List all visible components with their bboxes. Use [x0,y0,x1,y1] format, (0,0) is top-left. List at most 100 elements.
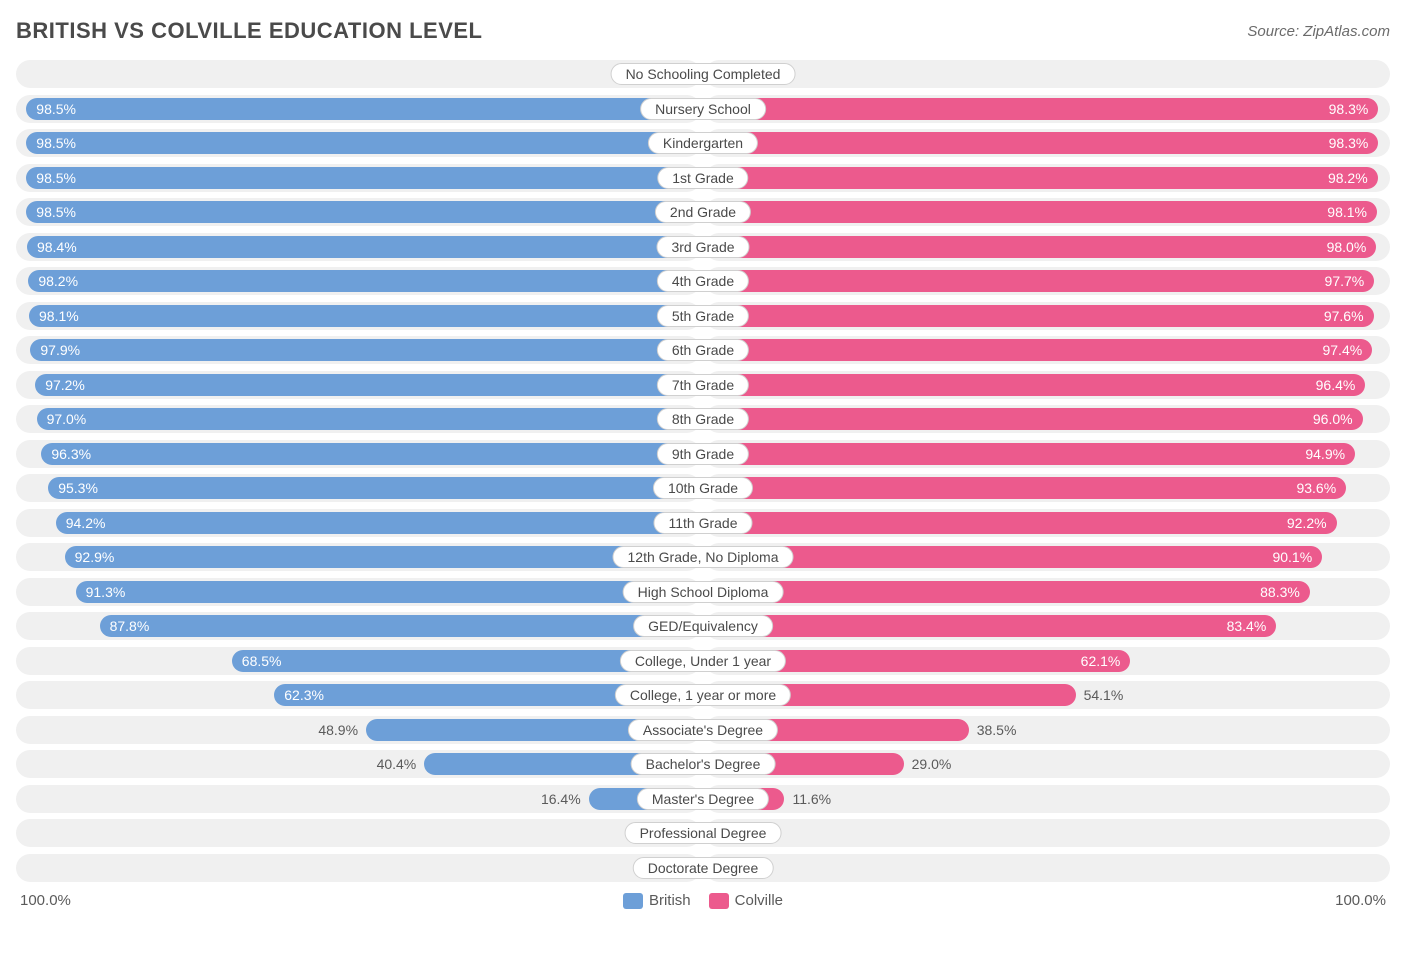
value-right: 97.4% [1322,342,1362,358]
value-left: 95.3% [58,480,98,496]
chart-row: 2.2%1.6%Doctorate Degree [16,854,1390,882]
bar-left: 94.2% [56,512,701,534]
source-name: ZipAtlas.com [1303,23,1390,40]
bar-right: 97.6% [705,305,1374,327]
diverging-bar-chart: 1.5%1.9%No Schooling Completed98.5%98.3%… [12,60,1394,882]
value-left: 98.5% [36,170,76,186]
category-label: 5th Grade [657,305,749,327]
track-left: 98.1% [16,302,701,330]
source-label: Source: [1247,23,1299,40]
track-left: 1.5% [16,60,701,88]
value-right: 93.6% [1296,480,1336,496]
track-left: 96.3% [16,440,701,468]
category-label: 7th Grade [657,374,749,396]
value-right: 97.6% [1324,308,1364,324]
bar-left: 87.8% [100,615,701,637]
value-right: 38.5% [977,722,1017,738]
value-right: 83.4% [1227,618,1267,634]
value-right: 98.1% [1327,204,1367,220]
axis-right-max: 100.0% [1335,892,1386,909]
category-label: 9th Grade [657,443,749,465]
track-right: 96.0% [705,405,1390,433]
value-left: 98.5% [36,135,76,151]
category-label: Bachelor's Degree [631,753,776,775]
category-label: GED/Equivalency [633,615,773,637]
bar-left: 91.3% [76,581,701,603]
category-label: 1st Grade [657,167,748,189]
track-left: 98.4% [16,233,701,261]
track-right: 1.6% [705,854,1390,882]
track-left: 94.2% [16,509,701,537]
chart-row: 94.2% 92.2% 11th Grade [16,509,1390,537]
track-right: 97.6% [705,302,1390,330]
value-right: 97.7% [1325,273,1365,289]
track-left: 97.0% [16,405,701,433]
bar-left: 97.0% [37,408,701,430]
category-label: 4th Grade [657,270,749,292]
bar-left: 97.9% [30,339,701,361]
chart-row: 97.0% 96.0%8th Grade [16,405,1390,433]
track-left: 98.5% [16,164,701,192]
track-right: 62.1% [705,647,1390,675]
value-right: 98.3% [1329,101,1369,117]
track-right: 97.4% [705,336,1390,364]
category-label: College, 1 year or more [615,684,791,706]
legend-label-right: Colville [735,892,783,909]
bar-left: 98.4% [27,236,701,258]
track-left: 48.9% [16,716,701,744]
chart-row: 5.0%3.8%Professional Degree [16,819,1390,847]
legend-item-left: British [623,892,691,909]
track-right: 1.9% [705,60,1390,88]
legend-label-left: British [649,892,691,909]
value-left: 87.8% [110,618,150,634]
bar-right: 88.3% [705,581,1310,603]
bar-left: 95.3% [48,477,701,499]
value-left: 98.5% [36,101,76,117]
category-label: 12th Grade, No Diploma [613,546,794,568]
value-right: 98.3% [1329,135,1369,151]
bar-right: 97.4% [705,339,1372,361]
category-label: 10th Grade [653,477,753,499]
bar-right: 98.2% [705,167,1378,189]
value-left: 62.3% [284,687,324,703]
track-right: 83.4% [705,612,1390,640]
chart-title: BRITISH VS COLVILLE EDUCATION LEVEL [16,18,482,44]
value-left: 48.9% [318,722,358,738]
chart-row: 98.5%98.1%2nd Grade [16,198,1390,226]
chart-row: 98.4% 98.0% 3rd Grade [16,233,1390,261]
track-left: 98.2% [16,267,701,295]
value-left: 16.4% [541,791,581,807]
track-right: 98.0% [705,233,1390,261]
track-left: 98.5% [16,129,701,157]
legend-item-right: Colville [709,892,783,909]
category-label: High School Diploma [623,581,784,603]
value-right: 29.0% [912,756,952,772]
chart-row: 68.5%62.1%College, Under 1 year [16,647,1390,675]
legend-swatch-left [623,893,643,909]
track-right: 38.5% [705,716,1390,744]
bar-left: 98.5% [26,98,701,120]
chart-row: 96.3%94.9%9th Grade [16,440,1390,468]
value-left: 92.9% [75,549,115,565]
category-label: 8th Grade [657,408,749,430]
category-label: Associate's Degree [628,719,778,741]
value-right: 92.2% [1287,515,1327,531]
chart-row: 91.3%88.3%High School Diploma [16,578,1390,606]
value-left: 97.0% [47,411,87,427]
value-left: 40.4% [377,756,417,772]
bar-left: 98.2% [28,270,701,292]
category-label: Master's Degree [637,788,769,810]
bar-left: 92.9% [65,546,701,568]
bar-left: 98.5% [26,132,701,154]
category-label: 3rd Grade [656,236,749,258]
bar-right: 83.4% [705,615,1276,637]
value-right: 98.0% [1327,239,1367,255]
category-label: 11th Grade [653,512,752,534]
chart-row: 98.2% 97.7% 4th Grade [16,267,1390,295]
track-right: 96.4% [705,371,1390,399]
chart-row: 87.8% 83.4% GED/Equivalency [16,612,1390,640]
value-right: 96.4% [1316,377,1356,393]
track-right: 98.3% [705,95,1390,123]
track-right: 98.2% [705,164,1390,192]
category-label: College, Under 1 year [620,650,786,672]
